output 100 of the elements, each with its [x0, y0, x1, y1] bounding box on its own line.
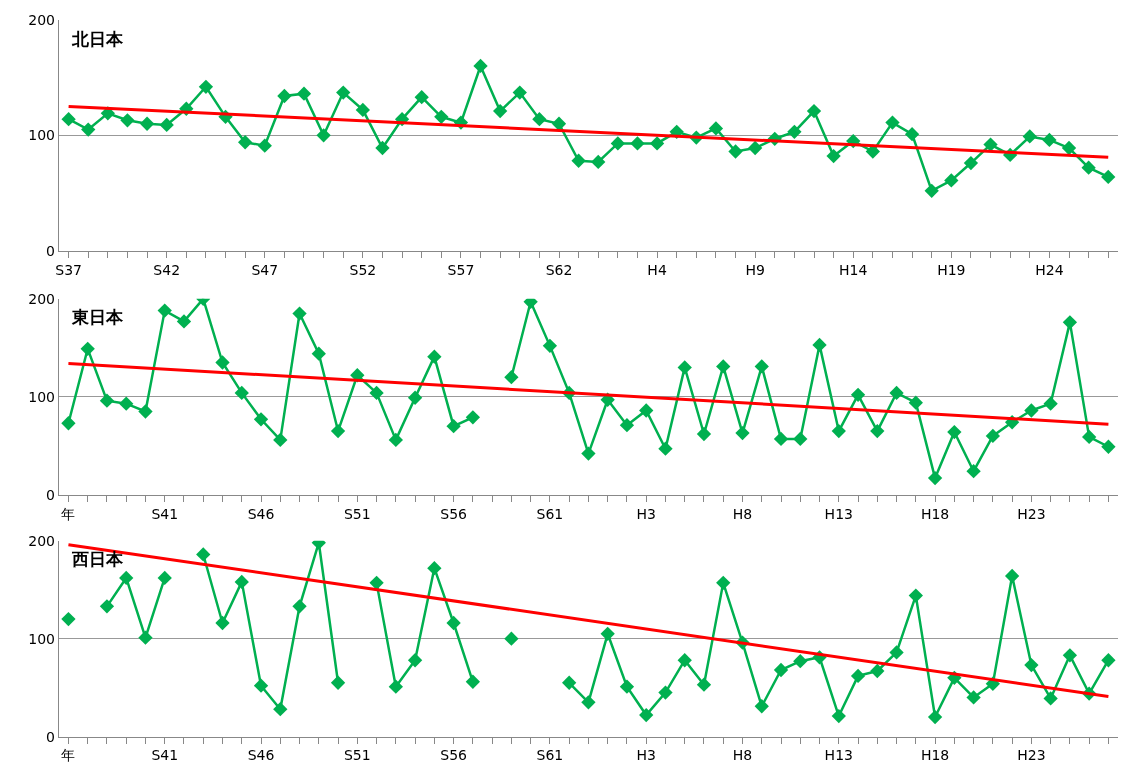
- point: [658, 685, 673, 700]
- point: [677, 653, 692, 668]
- point: [658, 441, 673, 456]
- point: [215, 615, 230, 631]
- point: [375, 140, 390, 156]
- point: [985, 428, 1001, 444]
- point: [677, 360, 692, 375]
- point: [773, 431, 789, 447]
- point: [1004, 568, 1020, 584]
- point: [119, 396, 134, 411]
- point: [446, 615, 461, 631]
- point: [551, 116, 567, 131]
- point: [630, 136, 645, 151]
- point: [1062, 315, 1078, 330]
- point: [215, 355, 230, 370]
- y-tick-label: 0: [46, 728, 56, 745]
- point: [234, 574, 249, 590]
- point: [562, 675, 577, 690]
- point: [600, 626, 615, 641]
- y-tick-label: 200: [28, 532, 56, 549]
- point: [1043, 396, 1058, 411]
- point: [826, 148, 841, 164]
- point: [139, 116, 155, 131]
- point: [542, 338, 558, 354]
- point: [924, 183, 939, 198]
- point: [944, 173, 959, 188]
- x-tick-label: S62: [545, 261, 573, 278]
- point: [407, 390, 423, 405]
- x-tick-label: S41: [151, 747, 179, 764]
- x-tick-label: H8: [732, 505, 753, 522]
- point: [257, 138, 272, 153]
- point: [465, 410, 481, 425]
- point: [176, 314, 192, 329]
- point: [273, 432, 288, 448]
- point: [1081, 160, 1096, 175]
- x-tick-label: H9: [745, 261, 765, 278]
- x-tick-label: S51: [343, 505, 371, 522]
- x-tick-label: H8: [732, 747, 753, 764]
- point: [983, 137, 998, 152]
- point: [927, 470, 943, 486]
- point: [793, 431, 808, 447]
- point: [369, 575, 384, 591]
- point: [966, 690, 981, 705]
- point: [619, 679, 635, 694]
- point: [831, 423, 846, 439]
- point: [1101, 169, 1116, 185]
- point: [369, 385, 384, 401]
- point: [1061, 140, 1077, 156]
- x-tick-label: H13: [824, 505, 853, 522]
- point: [138, 630, 153, 645]
- y-tick-label: 100: [28, 127, 56, 144]
- point: [806, 103, 822, 119]
- point: [1101, 439, 1116, 454]
- point: [388, 679, 403, 694]
- y-tick-label: 0: [46, 242, 56, 259]
- point: [889, 385, 904, 401]
- point: [735, 425, 750, 441]
- point: [292, 599, 307, 614]
- point: [850, 668, 866, 684]
- point: [1062, 648, 1078, 663]
- y-tick-label: 200: [28, 290, 56, 307]
- point: [80, 341, 95, 356]
- x-tick-label: S61: [536, 747, 564, 764]
- point: [157, 303, 172, 318]
- point: [316, 128, 331, 143]
- point: [99, 393, 115, 408]
- point: [787, 124, 802, 139]
- point: [434, 109, 449, 124]
- point: [870, 663, 885, 679]
- y-tick-label: 100: [28, 388, 56, 405]
- x-tick-label: H4: [647, 261, 667, 278]
- point: [748, 140, 763, 156]
- point: [253, 412, 269, 427]
- point: [532, 111, 547, 127]
- point: [716, 575, 731, 591]
- point: [610, 136, 625, 151]
- text: 東日本: [71, 307, 124, 327]
- text: 西日本: [71, 549, 124, 569]
- point: [966, 464, 981, 479]
- point: [754, 699, 769, 714]
- point: [716, 359, 731, 374]
- point: [99, 599, 115, 614]
- x-tick-label: 年: [61, 505, 76, 522]
- point: [708, 121, 724, 136]
- x-tick-label: H14: [839, 261, 868, 278]
- point: [504, 370, 519, 385]
- x-tick-label: S41: [151, 505, 179, 522]
- y-tick-label: 200: [28, 11, 56, 28]
- point: [296, 86, 312, 101]
- point: [61, 611, 76, 627]
- x-tick-label: H23: [1017, 747, 1046, 764]
- x-tick-label: H18: [920, 747, 950, 764]
- x-tick-label: S51: [343, 747, 371, 764]
- point: [1082, 429, 1097, 445]
- x-tick-label: H3: [636, 747, 656, 764]
- point: [1043, 691, 1058, 706]
- point: [728, 144, 743, 159]
- point: [773, 662, 789, 678]
- point: [355, 102, 370, 118]
- point: [504, 631, 519, 646]
